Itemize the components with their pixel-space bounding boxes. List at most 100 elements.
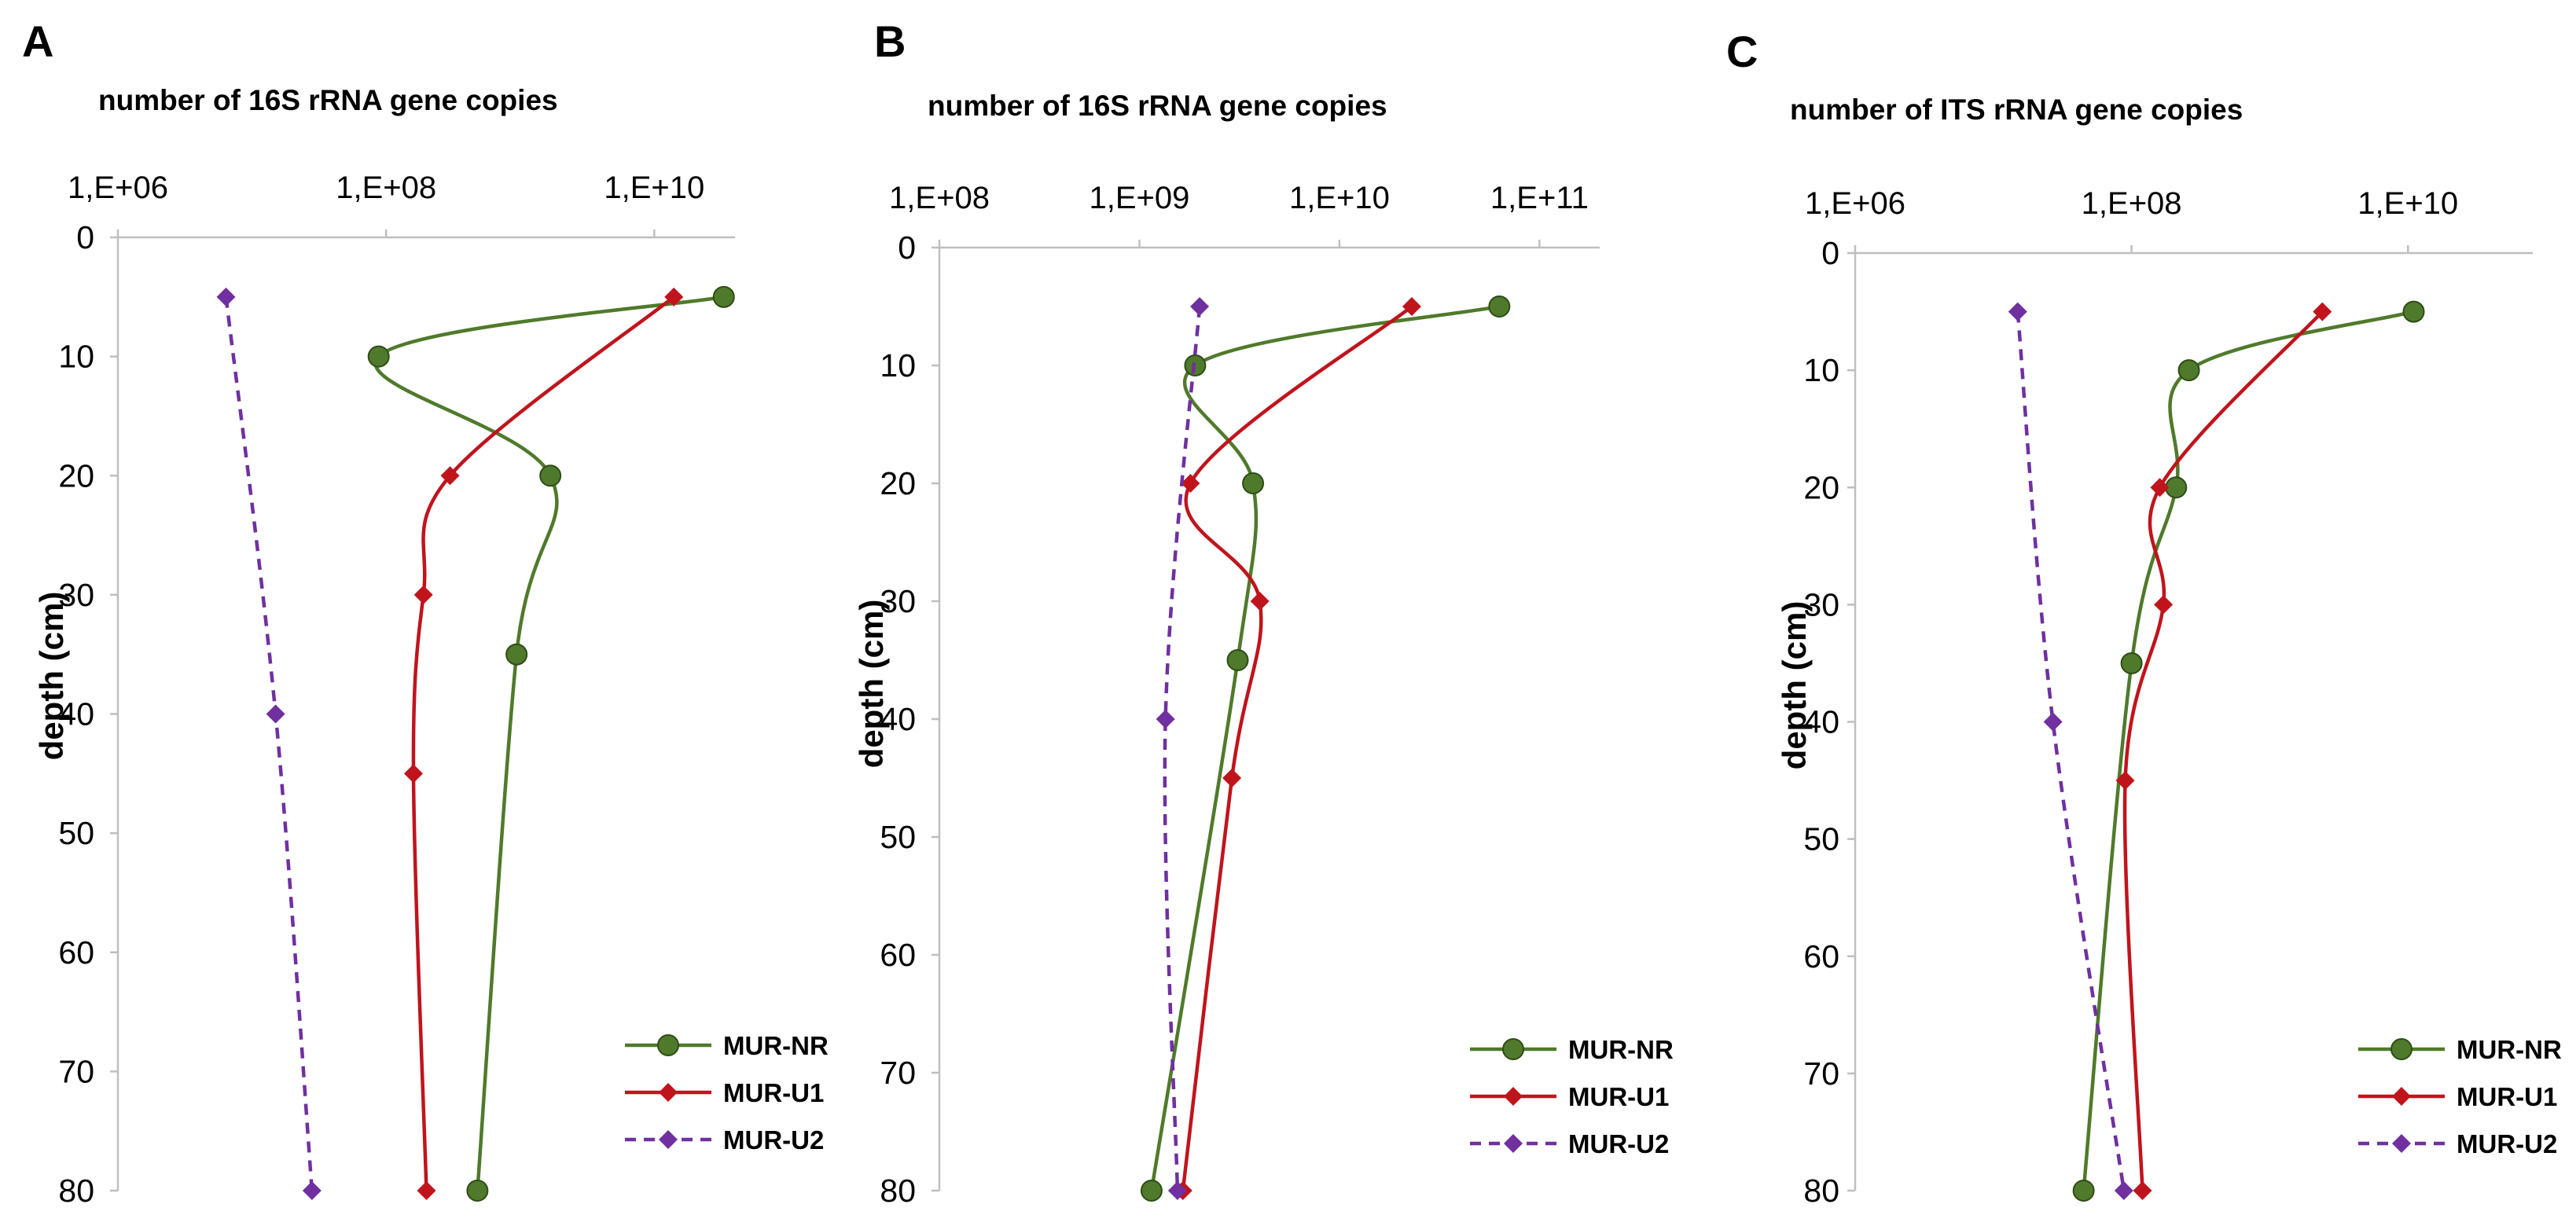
data-point-mur-u2 <box>1504 1134 1523 1153</box>
x-tick-label: 1,E+06 <box>1805 186 1905 221</box>
data-point-mur-u2 <box>2043 712 2063 732</box>
data-point-mur-nr <box>1488 295 1511 318</box>
x-axis-title: number of ITS rRNA gene copies <box>1790 94 2243 126</box>
legend-label: MUR-U2 <box>1568 1129 1669 1158</box>
y-tick-label: 10 <box>880 347 916 384</box>
data-point-mur-u2 <box>659 1130 678 1149</box>
y-tick-label: 30 <box>880 583 916 619</box>
y-tick-label: 80 <box>1803 1173 1839 1209</box>
data-point-mur-nr <box>2390 1038 2412 1060</box>
x-tick-label: 1,E+10 <box>1289 181 1390 215</box>
series-line-mur-u2 <box>2016 311 2126 1191</box>
panel-letter: A <box>22 17 53 66</box>
data-point-mur-u2 <box>2392 1134 2411 1153</box>
y-axis-label: depth (cm) <box>1776 601 1813 770</box>
series-line-mur-nr <box>373 295 725 1191</box>
data-point-mur-u2 <box>1167 1181 1187 1200</box>
y-tick-label: 60 <box>1803 938 1839 975</box>
legend-label: MUR-NR <box>1568 1035 1674 1064</box>
data-point-mur-u1 <box>659 1083 678 1102</box>
y-tick-label: 10 <box>58 339 94 375</box>
data-point-mur-u1 <box>2313 302 2332 321</box>
y-tick-label: 0 <box>898 229 916 266</box>
panel-letter: C <box>1726 27 1758 76</box>
data-point-mur-nr <box>505 643 528 666</box>
data-point-mur-u1 <box>2392 1087 2411 1106</box>
y-axis-label: depth (cm) <box>33 592 70 761</box>
data-point-mur-nr <box>367 345 390 368</box>
data-point-mur-nr <box>712 285 735 308</box>
x-tick-label: 1,E+08 <box>889 181 990 215</box>
data-point-mur-nr <box>2177 359 2200 382</box>
x-tick-label: 1,E+11 <box>1490 181 1589 215</box>
y-tick-label: 70 <box>880 1055 916 1091</box>
data-point-mur-u1 <box>440 466 460 486</box>
y-tick-label: 40 <box>880 701 916 737</box>
y-tick-label: 20 <box>1803 469 1839 505</box>
x-tick-label: 1,E+06 <box>68 171 168 205</box>
y-tick-label: 80 <box>880 1173 916 1209</box>
series-line-mur-u2 <box>224 296 314 1191</box>
data-point-mur-u2 <box>216 287 236 306</box>
legend-label: MUR-U2 <box>723 1125 824 1154</box>
y-tick-label: 50 <box>1803 821 1839 857</box>
y-tick-label: 0 <box>76 219 94 255</box>
legend-label: MUR-U1 <box>1568 1082 1669 1111</box>
x-tick-label: 1,E+10 <box>2357 186 2458 221</box>
y-tick-label: 70 <box>58 1053 94 1089</box>
data-point-mur-u1 <box>1222 769 1242 787</box>
data-point-mur-nr <box>1140 1180 1163 1202</box>
data-point-mur-u1 <box>1402 297 1421 316</box>
legend-label: MUR-NR <box>723 1031 829 1060</box>
y-tick-label: 0 <box>1821 235 1839 271</box>
data-point-mur-u2 <box>2008 302 2027 321</box>
y-tick-label: 60 <box>58 934 94 971</box>
x-axis-title: number of 16S rRNA gene copies <box>928 90 1387 122</box>
data-point-mur-u2 <box>266 704 285 724</box>
y-tick-label: 40 <box>1803 704 1839 740</box>
panel-c: C number of ITS rRNA gene copies depth (… <box>1726 27 2562 1209</box>
y-tick-label: 10 <box>1803 352 1839 388</box>
data-point-mur-nr <box>1226 649 1249 671</box>
data-point-mur-u2 <box>1156 710 1175 729</box>
series-line-mur-u1 <box>2122 310 2324 1191</box>
data-point-mur-nr <box>2402 300 2425 323</box>
data-point-mur-u1 <box>403 764 423 784</box>
data-point-mur-nr <box>2072 1180 2095 1202</box>
legend-label: MUR-U1 <box>723 1078 824 1107</box>
data-point-mur-u1 <box>2133 1181 2152 1200</box>
data-point-mur-nr <box>539 464 562 487</box>
y-tick-label: 50 <box>58 815 94 851</box>
x-tick-label: 1,E+09 <box>1090 181 1190 215</box>
x-tick-label: 1,E+08 <box>2082 186 2182 221</box>
y-tick-label: 40 <box>58 696 94 732</box>
data-point-mur-u1 <box>1504 1087 1523 1106</box>
y-axis-label: depth (cm) <box>853 600 890 769</box>
data-point-mur-nr <box>466 1180 489 1202</box>
y-tick-label: 20 <box>58 457 94 494</box>
y-tick-label: 80 <box>58 1173 94 1209</box>
data-point-mur-nr <box>657 1034 679 1056</box>
legend-label: MUR-U1 <box>2457 1082 2557 1111</box>
data-point-mur-nr <box>2120 652 2143 674</box>
data-point-mur-u1 <box>664 287 684 306</box>
data-point-mur-u1 <box>2154 595 2174 615</box>
x-tick-label: 1,E+10 <box>604 171 704 205</box>
data-point-mur-nr <box>1502 1038 1524 1060</box>
y-tick-label: 50 <box>880 819 916 855</box>
legend-label: MUR-U2 <box>2457 1129 2557 1158</box>
data-point-mur-u2 <box>2114 1181 2133 1200</box>
data-point-mur-u1 <box>1250 592 1270 611</box>
data-point-mur-u2 <box>1190 297 1210 316</box>
series-line-mur-u1 <box>411 295 675 1191</box>
data-point-mur-u1 <box>2150 478 2170 497</box>
y-tick-label: 60 <box>880 937 916 973</box>
panel-b: B number of 16S rRNA gene copies depth (… <box>853 17 1674 1209</box>
x-axis-title: number of 16S rRNA gene copies <box>98 84 558 116</box>
data-point-mur-u2 <box>302 1181 322 1200</box>
series-line-mur-u1 <box>1181 305 1413 1191</box>
series-line-mur-nr <box>1149 304 1500 1191</box>
series-line-mur-nr <box>2082 310 2415 1191</box>
data-point-mur-u1 <box>1181 474 1200 493</box>
